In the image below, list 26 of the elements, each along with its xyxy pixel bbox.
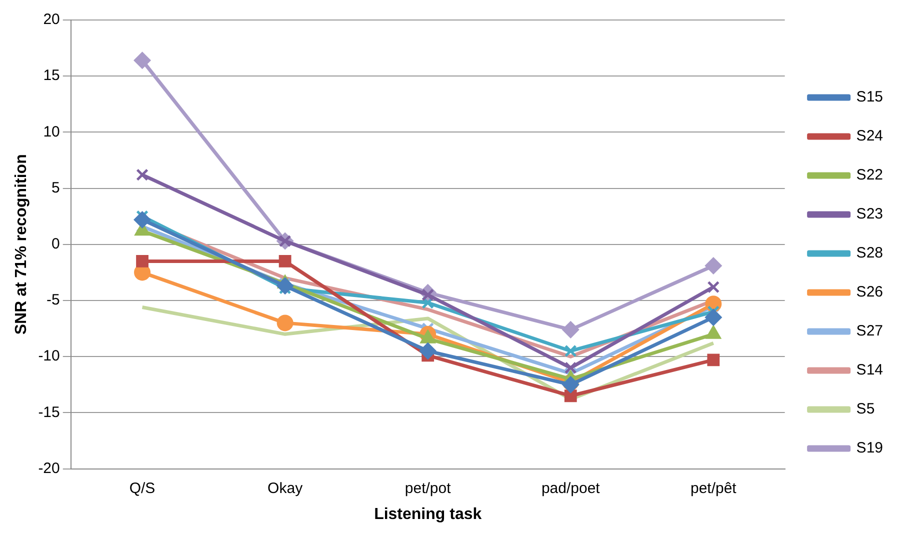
y-tick-label: 5 — [52, 179, 60, 196]
legend-label: S26 — [856, 284, 884, 301]
y-tick-label: -10 — [38, 348, 60, 365]
legend-label: S5 — [856, 400, 875, 418]
y-tick-label: -15 — [38, 404, 60, 421]
legend-label: S23 — [856, 206, 884, 223]
legend-label: S19 — [856, 440, 884, 457]
x-axis-title: Listening task — [374, 506, 482, 523]
y-tick-label: 20 — [43, 11, 60, 28]
y-tick-label: -5 — [46, 292, 60, 309]
x-tick-label: Q/S — [129, 480, 156, 497]
y-tick-label: 15 — [43, 67, 60, 84]
legend-label: S22 — [856, 166, 884, 184]
x-tick-label: pet/pêt — [690, 480, 738, 497]
y-tick-label: 10 — [43, 123, 60, 140]
y-tick-label: 0 — [52, 236, 60, 253]
legend-label: S15 — [856, 88, 884, 106]
x-tick-label: pet/pot — [404, 480, 452, 497]
y-tick-label: -20 — [38, 460, 60, 477]
legend-label: S14 — [856, 362, 884, 379]
y-axis-title: SNR at 71% recognition — [13, 154, 30, 335]
legend-label: S27 — [856, 322, 884, 340]
x-tick-label: pad/poet — [541, 480, 601, 497]
x-tick-label: Okay — [268, 480, 304, 497]
legend-label: S28 — [856, 244, 884, 262]
legend-label: S24 — [856, 128, 884, 145]
